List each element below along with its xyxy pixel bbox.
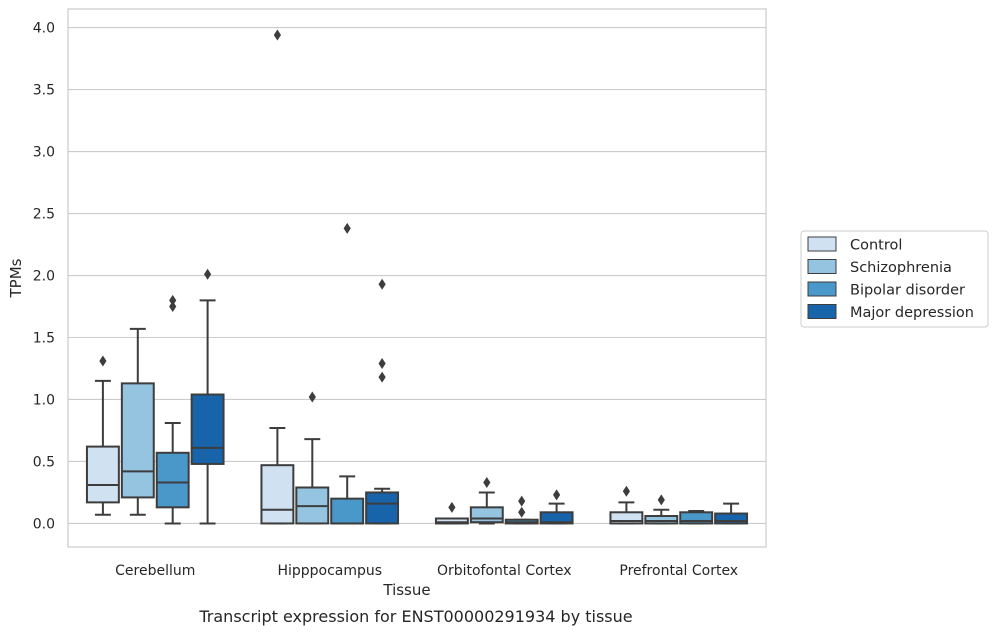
- y-axis-title: TPMs: [7, 258, 25, 298]
- x-tick-label: Hipppocampus: [277, 563, 382, 579]
- outlier-point: [343, 222, 351, 234]
- legend-label: Major depression: [850, 305, 974, 321]
- series-2: [155, 222, 714, 525]
- series-1: [120, 327, 679, 525]
- legend-label: Control: [850, 238, 902, 254]
- box: [609, 511, 644, 525]
- outlier-point: [308, 391, 316, 403]
- x-tick-labels: Cerebellum Hipppocampus Orbitofontal Corte…: [115, 563, 738, 579]
- box-plot-series: [85, 29, 749, 525]
- outlier-point: [378, 358, 386, 370]
- y-tick-label: 0.0: [33, 516, 55, 532]
- y-tick-label: 0.5: [33, 454, 55, 470]
- outlier-point: [483, 477, 491, 489]
- grid-lines: [68, 27, 766, 524]
- legend-frame: [800, 230, 989, 328]
- figure-caption: Transcript expression for ENST0000029193…: [198, 607, 632, 626]
- box: [260, 464, 295, 525]
- outlier-point: [518, 506, 526, 518]
- box: [539, 511, 574, 525]
- x-axis-title: Tissue: [382, 581, 430, 599]
- box: [365, 491, 400, 525]
- y-tick-labels: 0.0 0.5 1.0 1.5 2.0 2.5 3.0 3.5 4.0: [33, 21, 55, 533]
- legend-label: Schizophrenia: [850, 260, 952, 276]
- y-tick-label: 2.5: [33, 207, 55, 223]
- legend: Control Schizophrenia Bipolar disorder Majo…: [800, 230, 989, 328]
- y-tick-label: 1.5: [33, 331, 55, 347]
- box: [330, 497, 365, 525]
- box: [190, 393, 225, 465]
- box: [679, 511, 714, 525]
- box: [155, 451, 190, 509]
- y-tick-label: 2.0: [33, 269, 55, 285]
- series-3: [190, 268, 749, 525]
- outlier-point: [204, 268, 212, 280]
- outlier-point: [518, 495, 526, 507]
- outlier-point: [169, 294, 177, 306]
- x-tick-label: Cerebellum: [115, 563, 195, 579]
- box: [120, 382, 155, 499]
- outlier-point: [169, 301, 177, 313]
- outlier-point: [273, 29, 281, 41]
- x-tick-label: Prefrontal Cortex: [619, 563, 738, 579]
- legend-label: Bipolar disorder: [850, 283, 965, 299]
- outlier-point: [378, 278, 386, 290]
- legend-swatch: [807, 236, 837, 252]
- outlier-point: [99, 355, 107, 367]
- legend-swatch: [807, 259, 837, 274]
- box: [85, 445, 120, 504]
- box: [469, 506, 504, 524]
- box: [714, 512, 749, 525]
- y-tick-label: 3.5: [33, 83, 55, 99]
- outlier-point: [553, 489, 561, 501]
- box: [434, 517, 469, 525]
- series-0: [85, 29, 644, 525]
- x-tick-label: Orbitofontal Cortex: [437, 563, 572, 579]
- legend-swatch: [807, 281, 837, 297]
- y-tick-label: 3.0: [33, 145, 55, 161]
- outlier-point: [622, 485, 630, 497]
- box: [644, 515, 679, 525]
- y-tick-label: 4.0: [33, 21, 55, 37]
- outlier-point: [378, 371, 386, 383]
- legend-swatch: [807, 304, 837, 319]
- y-tick-label: 1.0: [33, 392, 55, 408]
- outlier-point: [657, 494, 665, 506]
- plot-frame: [67, 8, 767, 548]
- outlier-point: [448, 501, 456, 513]
